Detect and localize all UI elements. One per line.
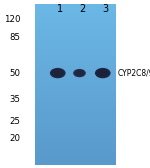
Ellipse shape bbox=[95, 68, 111, 78]
Ellipse shape bbox=[51, 69, 64, 77]
Text: 50: 50 bbox=[9, 69, 20, 78]
Text: 2: 2 bbox=[79, 4, 86, 14]
Text: 3: 3 bbox=[102, 4, 108, 14]
Ellipse shape bbox=[74, 70, 85, 77]
Text: 120: 120 bbox=[4, 15, 20, 24]
Ellipse shape bbox=[52, 69, 63, 77]
Ellipse shape bbox=[50, 68, 66, 78]
Text: 25: 25 bbox=[9, 117, 20, 126]
Text: 35: 35 bbox=[9, 95, 20, 104]
Ellipse shape bbox=[75, 70, 84, 76]
Ellipse shape bbox=[97, 69, 108, 77]
Ellipse shape bbox=[96, 69, 110, 77]
Text: 85: 85 bbox=[9, 33, 20, 42]
Text: 20: 20 bbox=[9, 134, 20, 143]
Ellipse shape bbox=[73, 69, 86, 77]
Text: 1: 1 bbox=[57, 4, 63, 14]
Text: CYP2C8/9/18/19: CYP2C8/9/18/19 bbox=[118, 69, 150, 78]
